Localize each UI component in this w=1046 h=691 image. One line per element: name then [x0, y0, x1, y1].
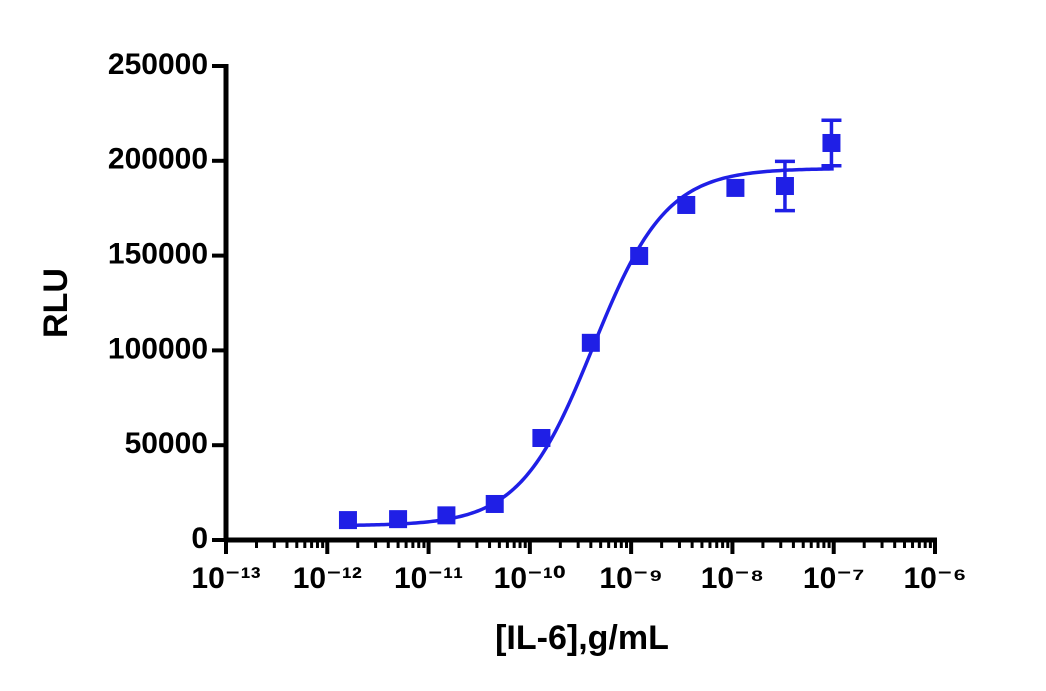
point — [677, 195, 696, 214]
x-axis-label: [IL-6],g/mL — [495, 619, 669, 657]
point — [485, 494, 504, 513]
y-tick-label: 50000 — [125, 427, 208, 460]
x-tick-label: 10⁻⁶ — [903, 562, 966, 595]
point — [338, 511, 357, 530]
y-tick-label: 150000 — [108, 238, 208, 271]
point — [437, 506, 456, 525]
point — [775, 177, 794, 196]
x-tick-label: 10⁻¹¹ — [394, 562, 463, 595]
point — [726, 178, 745, 197]
x-tick-label: 10⁻¹³ — [191, 562, 260, 595]
y-axis-label: RLU — [37, 268, 75, 338]
fit-curve — [342, 167, 834, 528]
point — [532, 428, 551, 447]
x-tick-label: 10⁻⁸ — [701, 562, 764, 595]
y-tick-label: 250000 — [108, 48, 208, 81]
point — [630, 246, 649, 265]
y-tick-label: 0 — [191, 522, 208, 555]
x-tick-label: 10⁻⁷ — [803, 562, 865, 595]
x-tick-label: 10⁻¹⁰ — [494, 562, 566, 595]
point — [581, 333, 600, 352]
y-tick-label: 100000 — [108, 332, 208, 365]
point — [822, 133, 841, 152]
point — [389, 510, 408, 529]
x-tick-label: 10⁻⁹ — [599, 562, 662, 595]
x-tick-label: 10⁻¹² — [293, 562, 362, 595]
y-tick-label: 200000 — [108, 143, 208, 176]
